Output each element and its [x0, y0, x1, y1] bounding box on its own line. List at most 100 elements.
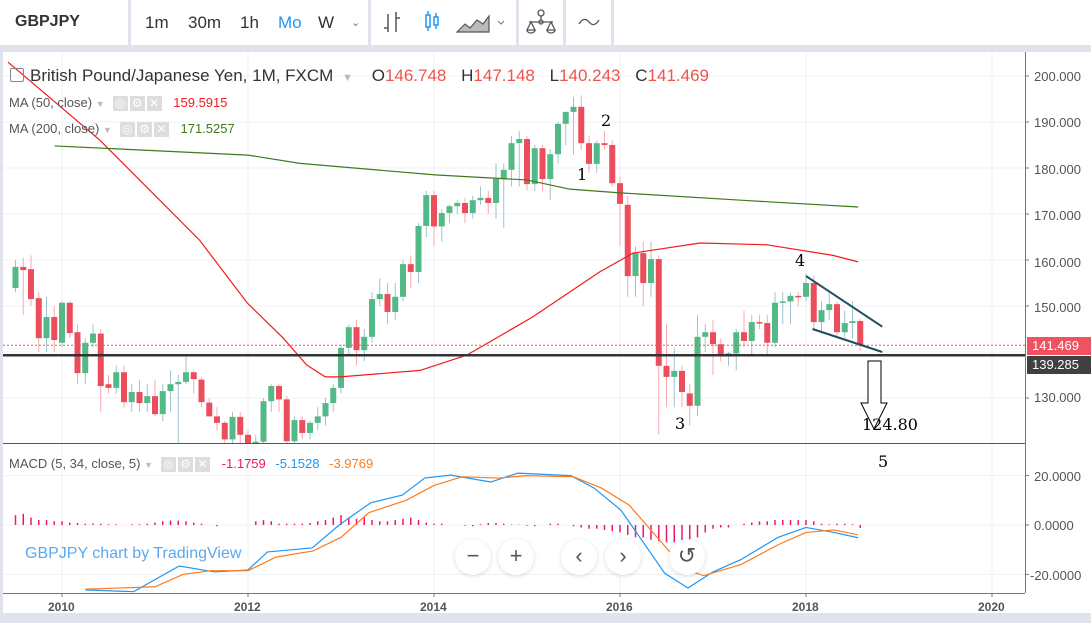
main-legend: British Pound/Japanese Yen, 1M, FXCM ▼ O… [10, 66, 709, 86]
visibility-icon[interactable]: ◎ [112, 96, 128, 112]
candle [748, 322, 755, 341]
candle [717, 344, 724, 356]
candle [857, 320, 864, 346]
candle [493, 179, 499, 203]
candle [624, 204, 631, 277]
chart-style-icons[interactable] [371, 0, 516, 45]
open-label: O [371, 66, 385, 85]
candle [237, 416, 244, 435]
ma50-legend: MA (50, close) ▼ ◎ ⚙ ✕ 159.5915 [9, 95, 228, 112]
candle [787, 295, 794, 302]
interval-1h[interactable]: 1h [240, 13, 259, 32]
candle [229, 416, 236, 440]
compare-button[interactable] [566, 0, 611, 45]
candle [601, 143, 608, 145]
candle [345, 327, 352, 348]
caret-icon[interactable]: ▼ [95, 99, 105, 109]
ma200-line [54, 145, 859, 208]
macd-plot [14, 472, 861, 593]
macd-label[interactable]: MACD (5, 34, close, 5) [9, 456, 141, 471]
interval-mo[interactable]: Mo [278, 13, 302, 32]
visibility-icon[interactable]: ◎ [161, 457, 177, 473]
visibility-icon[interactable]: ◎ [119, 122, 135, 138]
symbol-name[interactable]: GBPJPY [15, 13, 80, 30]
ma200-label[interactable]: MA (200, close) [9, 121, 100, 136]
candle [849, 321, 856, 324]
scroll-left-button[interactable]: ‹ [561, 539, 597, 575]
candle [547, 154, 554, 180]
candle [671, 370, 678, 377]
candle [586, 143, 592, 164]
chevron-down-icon[interactable]: ⌄ [351, 17, 361, 29]
candle [648, 259, 654, 283]
candle [469, 200, 476, 214]
candle [462, 202, 468, 214]
candle [66, 302, 73, 334]
candle [252, 441, 259, 443]
watermark[interactable]: GBPJPY chart by TradingView [25, 545, 242, 562]
candle [431, 195, 437, 227]
candle [152, 396, 158, 415]
close-icon[interactable]: ✕ [153, 122, 169, 138]
candle [508, 143, 515, 170]
candle [307, 422, 313, 433]
candle [121, 372, 127, 403]
candle [190, 372, 197, 380]
candle [51, 317, 58, 341]
zoom-out-button[interactable]: − [455, 539, 491, 575]
candle [260, 401, 267, 442]
candle [733, 332, 740, 354]
year-tick: 2014 [420, 600, 447, 614]
candle [361, 336, 368, 351]
candle [810, 283, 817, 323]
price-tick: 130.000 [1034, 390, 1081, 405]
price-tick: 180.000 [1034, 162, 1081, 177]
candle [291, 420, 298, 442]
symbol-box[interactable]: GBPJPY [0, 0, 128, 45]
interval-30m[interactable]: 30m [188, 13, 222, 32]
price-tick: 160.000 [1034, 255, 1081, 270]
chart-pane[interactable] [3, 52, 1091, 613]
caret-icon[interactable]: ▼ [102, 125, 112, 135]
year-tick: 2016 [606, 600, 633, 614]
gear-icon[interactable]: ⚙ [178, 457, 194, 473]
candle [834, 304, 840, 333]
price-tick: 170.000 [1034, 208, 1081, 223]
interval-w[interactable]: W [318, 13, 335, 32]
candle [82, 342, 89, 374]
gear-icon[interactable]: ⚙ [129, 96, 145, 112]
interval-1m[interactable]: 1m [145, 13, 169, 32]
caret-icon[interactable]: ▼ [342, 72, 353, 84]
close-icon[interactable]: ✕ [195, 457, 211, 473]
candle [35, 298, 42, 339]
chevron-down-icon [497, 20, 505, 25]
candle [655, 259, 662, 366]
candle [702, 332, 709, 337]
candle [516, 139, 523, 144]
zoom-in-button[interactable]: + [498, 539, 534, 575]
candle [446, 206, 453, 214]
gear-icon[interactable]: ⚙ [136, 122, 152, 138]
collapse-icon[interactable] [10, 68, 24, 82]
scroll-right-button[interactable]: › [605, 539, 641, 575]
candle [28, 269, 34, 300]
candle [400, 264, 406, 297]
ma50-label[interactable]: MA (50, close) [9, 95, 93, 110]
candle [353, 327, 360, 351]
candle [826, 304, 833, 311]
chart-style-group [371, 0, 516, 45]
candle [756, 322, 763, 324]
indicators-button[interactable] [519, 0, 563, 45]
area-chart-icon [455, 14, 490, 33]
year-tick: 2010 [48, 600, 75, 614]
close-icon[interactable]: ✕ [146, 96, 162, 112]
price-tick: 190.000 [1034, 115, 1081, 130]
candle [686, 393, 693, 406]
candle [415, 225, 422, 272]
candle [632, 253, 639, 277]
price-tick: 150.000 [1034, 300, 1081, 315]
reset-icon[interactable]: ↺ [669, 539, 705, 575]
candle [369, 299, 375, 337]
caret-icon[interactable]: ▼ [144, 460, 154, 470]
